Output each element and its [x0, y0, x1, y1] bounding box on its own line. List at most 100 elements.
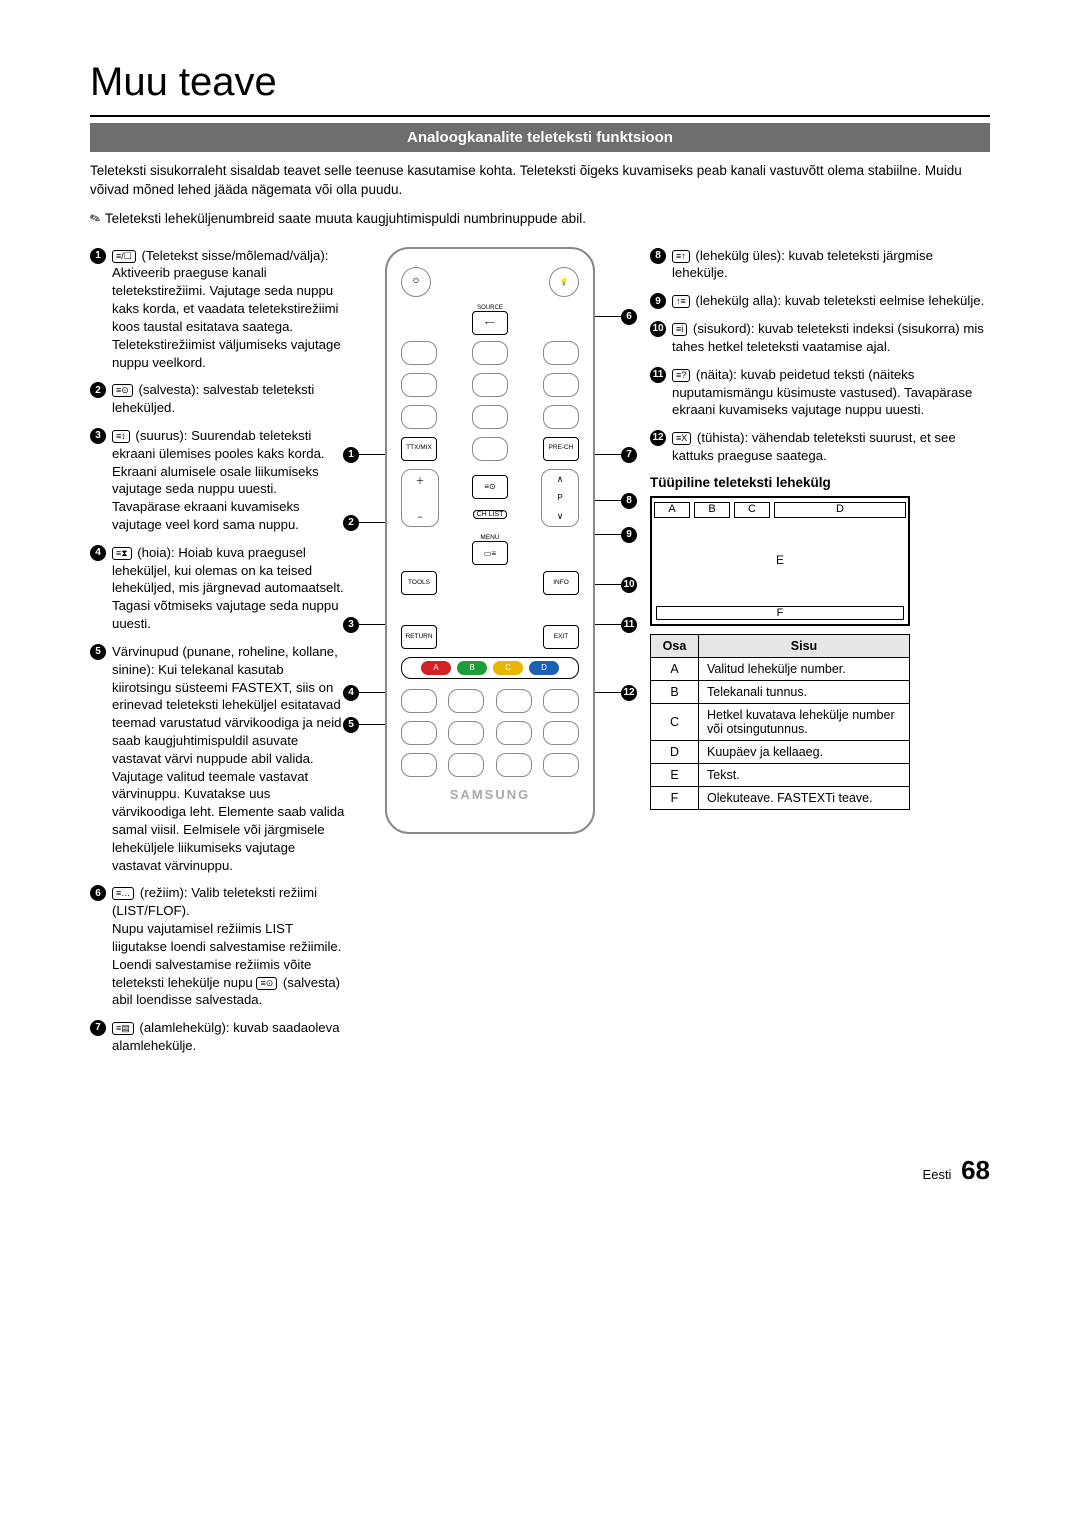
bullet-4: 4	[90, 545, 106, 561]
bullet-6: 6	[90, 885, 106, 901]
diag-f: F	[656, 606, 904, 620]
remote-wrap: 1 2 3 4 5 6 7 8 9 10 11 12 ⏻ 💡	[385, 247, 595, 835]
power-button[interactable]: ⏻	[401, 267, 431, 297]
page-number: 68	[961, 1155, 990, 1185]
bullet-2: 2	[90, 382, 106, 398]
media-7[interactable]	[496, 721, 532, 745]
color-d[interactable]: D	[529, 661, 559, 675]
num-3[interactable]	[543, 341, 579, 365]
channel-rocker[interactable]: ∧P∨	[541, 469, 579, 527]
mute-button[interactable]: ≡⊙	[472, 475, 508, 499]
note-line: ✎Teleteksti leheküljenumbreid saate muut…	[90, 210, 990, 229]
num-9[interactable]	[543, 405, 579, 429]
parts-table: OsaSisu AValitud lehekülje number. BTele…	[650, 634, 910, 810]
color-b[interactable]: B	[457, 661, 487, 675]
note-icon: ✎	[87, 208, 103, 229]
num-4[interactable]	[401, 373, 437, 397]
section-banner: Analoogkanalite teleteksti funktsioon	[90, 123, 990, 152]
note-text: Teleteksti leheküljenumbreid saate muuta…	[105, 211, 586, 226]
num-5[interactable]	[472, 373, 508, 397]
entry-2-text: (salvesta): salvestab teleteksti lehekül…	[112, 382, 314, 415]
media-1[interactable]	[401, 689, 437, 713]
reveal-icon: ≡?	[672, 369, 690, 382]
media-10[interactable]	[448, 753, 484, 777]
media-12[interactable]	[543, 753, 579, 777]
diag-e: E	[652, 553, 908, 567]
exit-button[interactable]: EXIT	[543, 625, 579, 649]
tools-button[interactable]: TOOLS	[401, 571, 437, 595]
bullet-7: 7	[90, 1020, 106, 1036]
entry-1: 1≡/☐ (Teletekst sisse/mõlemad/välja): Ak…	[90, 247, 346, 372]
diag-a: A	[654, 502, 690, 518]
bullet-3: 3	[90, 428, 106, 444]
entry-3-text: (suurus): Suurendab teleteksti ekraani ü…	[112, 428, 325, 532]
entry-9: 9↑≡ (lehekülg alla): kuvab teleteksti ee…	[650, 292, 990, 310]
media-4[interactable]	[543, 689, 579, 713]
table-row: DKuupäev ja kellaaeg.	[651, 740, 910, 763]
bullet-5: 5	[90, 644, 106, 660]
intro-text: Teleteksti sisukorraleht sisaldab teavet…	[90, 162, 990, 200]
cell-osa: A	[651, 657, 699, 680]
media-3[interactable]	[496, 689, 532, 713]
diag-c: C	[734, 502, 770, 518]
bullet-12: 12	[650, 430, 666, 446]
ttxmix-button[interactable]: TTX/MIX	[401, 437, 437, 461]
num-8[interactable]	[472, 405, 508, 429]
hold-icon: ≡⧗	[112, 547, 132, 560]
color-c[interactable]: C	[493, 661, 523, 675]
num-7[interactable]	[401, 405, 437, 429]
th-sisu: Sisu	[699, 634, 910, 657]
media-9[interactable]	[401, 753, 437, 777]
media-6[interactable]	[448, 721, 484, 745]
cell-osa: E	[651, 763, 699, 786]
entry-4: 4 ≡⧗ (hoia): Hoiab kuva praegusel lehekül…	[90, 544, 346, 633]
entry-9-text: (lehekülg alla): kuvab teleteksti eelmis…	[692, 293, 984, 308]
num-2[interactable]	[472, 341, 508, 365]
media-11[interactable]	[496, 753, 532, 777]
entry-11-text: (näita): kuvab peidetud teksti (näiteks …	[672, 367, 972, 418]
media-5[interactable]	[401, 721, 437, 745]
chlist-button[interactable]: CH LIST	[473, 510, 508, 519]
menu-button[interactable]: ▭≡	[472, 541, 508, 565]
table-row: FOlekuteave. FASTEXTi teave.	[651, 786, 910, 809]
num-1[interactable]	[401, 341, 437, 365]
num-6[interactable]	[543, 373, 579, 397]
entry-12: 12≡X (tühista): vähendab teleteksti suur…	[650, 429, 990, 465]
entry-5-text: Värvinupud (punane, roheline, kollane, s…	[112, 644, 344, 873]
entry-1-text: (Teletekst sisse/mõlemad/välja): Aktivee…	[112, 248, 341, 370]
pageup-icon: ≡↑	[672, 250, 690, 263]
table-row: BTelekanali tunnus.	[651, 680, 910, 703]
entry-3: 3≡↕ (suurus): Suurendab teleteksti ekraa…	[90, 427, 346, 534]
index-icon: ≡i	[672, 323, 687, 336]
entry-4-text: (hoia): Hoiab kuva praegusel leheküljel,…	[112, 545, 344, 631]
entry-10-text: (sisukord): kuvab teleteksti indeksi (si…	[672, 321, 984, 354]
prech-button[interactable]: PRE-CH	[543, 437, 579, 461]
entry-6-text: (režiim): Valib teleteksti režiimi (LIST…	[112, 885, 317, 918]
typical-heading: Tüüpiline teleteksti lehekülg	[650, 475, 990, 490]
table-row: AValitud lehekülje number.	[651, 657, 910, 680]
color-a[interactable]: A	[421, 661, 451, 675]
cell-osa: F	[651, 786, 699, 809]
info-button[interactable]: INFO	[543, 571, 579, 595]
cell-sisu: Telekanali tunnus.	[699, 680, 910, 703]
cell-osa: B	[651, 680, 699, 703]
light-button[interactable]: 💡	[549, 267, 579, 297]
bullet-10: 10	[650, 321, 666, 337]
table-row: ETekst.	[651, 763, 910, 786]
source-button[interactable]: ⟵	[472, 311, 508, 335]
media-2[interactable]	[448, 689, 484, 713]
footer: Eesti 68	[90, 1155, 990, 1186]
entry-11: 11≡? (näita): kuvab peidetud teksti (näi…	[650, 366, 990, 419]
divider	[90, 115, 990, 117]
volume-rocker[interactable]: ＋−	[401, 469, 439, 527]
num-0[interactable]	[472, 437, 508, 461]
brand-label: SAMSUNG	[401, 787, 579, 802]
cancel-icon: ≡X	[672, 432, 691, 445]
bullet-9: 9	[650, 293, 666, 309]
entry-5: 5 Värvinupud (punane, roheline, kollane, …	[90, 643, 346, 875]
media-8[interactable]	[543, 721, 579, 745]
return-button[interactable]: RETURN	[401, 625, 437, 649]
table-row: CHetkel kuvatava lehekülje number või ot…	[651, 703, 910, 740]
right-column: 8≡↑ (lehekülg üles): kuvab teleteksti jä…	[620, 247, 990, 1065]
menu-label: MENU	[401, 535, 579, 542]
